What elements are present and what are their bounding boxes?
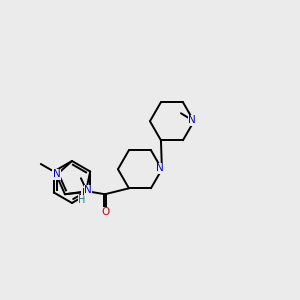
Text: N: N: [82, 188, 90, 198]
Text: N: N: [188, 115, 196, 125]
Text: O: O: [102, 207, 110, 217]
Text: N: N: [52, 169, 60, 179]
Text: N: N: [156, 163, 164, 173]
Text: H: H: [78, 195, 85, 205]
Text: N: N: [84, 185, 92, 195]
